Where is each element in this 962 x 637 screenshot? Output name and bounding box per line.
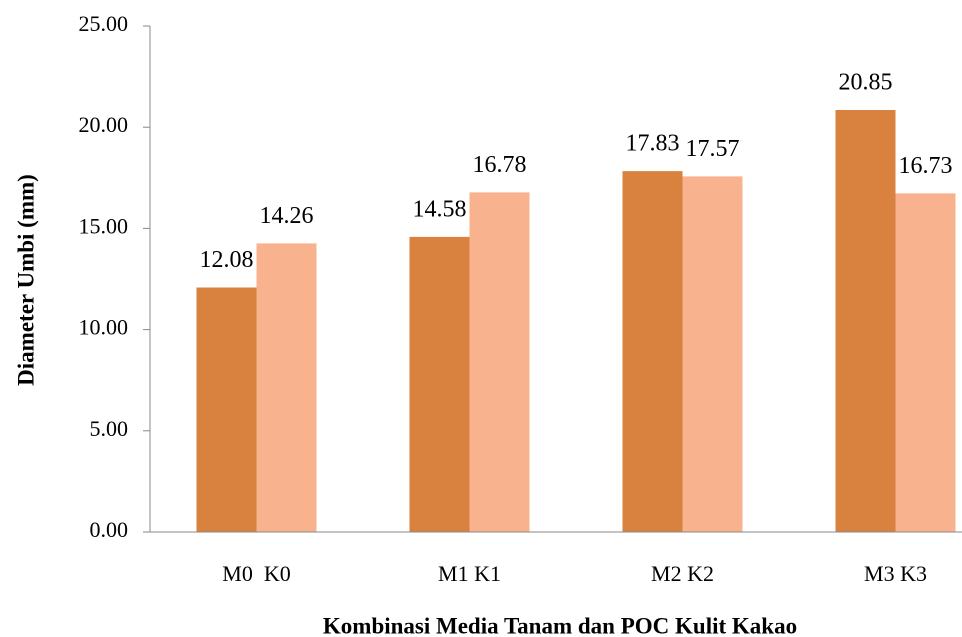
data-label: 16.78 <box>473 152 527 178</box>
data-label: 14.58 <box>413 196 467 222</box>
data-label: 14.26 <box>260 203 314 229</box>
y-axis-title: Diameter Umbi (mm) <box>13 174 38 386</box>
x-tick-label: M3 K3 <box>864 561 927 586</box>
x-tick-label: M0 K0 <box>222 561 290 586</box>
bar <box>622 171 683 533</box>
bar <box>682 176 743 533</box>
y-tick-label: 25.00 <box>79 11 129 36</box>
bar <box>895 193 956 532</box>
y-tick-label: 15.00 <box>79 213 129 238</box>
data-label: 20.85 <box>839 69 893 95</box>
data-label: 17.83 <box>626 131 680 157</box>
bar <box>409 236 470 532</box>
y-tick-label: 5.00 <box>90 416 129 441</box>
data-label: 17.57 <box>686 136 740 162</box>
data-label: 16.73 <box>899 153 953 179</box>
x-axis-title: Kombinasi Media Tanam dan POC Kulit Kaka… <box>323 613 797 637</box>
x-tick-label: M1 K1 <box>438 561 501 586</box>
y-tick-label: 20.00 <box>79 112 129 137</box>
y-tick-label: 0.00 <box>90 517 129 542</box>
x-tick-label: M2 K2 <box>651 561 714 586</box>
bar <box>835 109 896 532</box>
data-label: 12.08 <box>200 247 254 273</box>
bar <box>469 192 530 532</box>
bar <box>196 287 257 532</box>
bar <box>256 243 317 532</box>
y-tick-label: 10.00 <box>79 315 129 340</box>
